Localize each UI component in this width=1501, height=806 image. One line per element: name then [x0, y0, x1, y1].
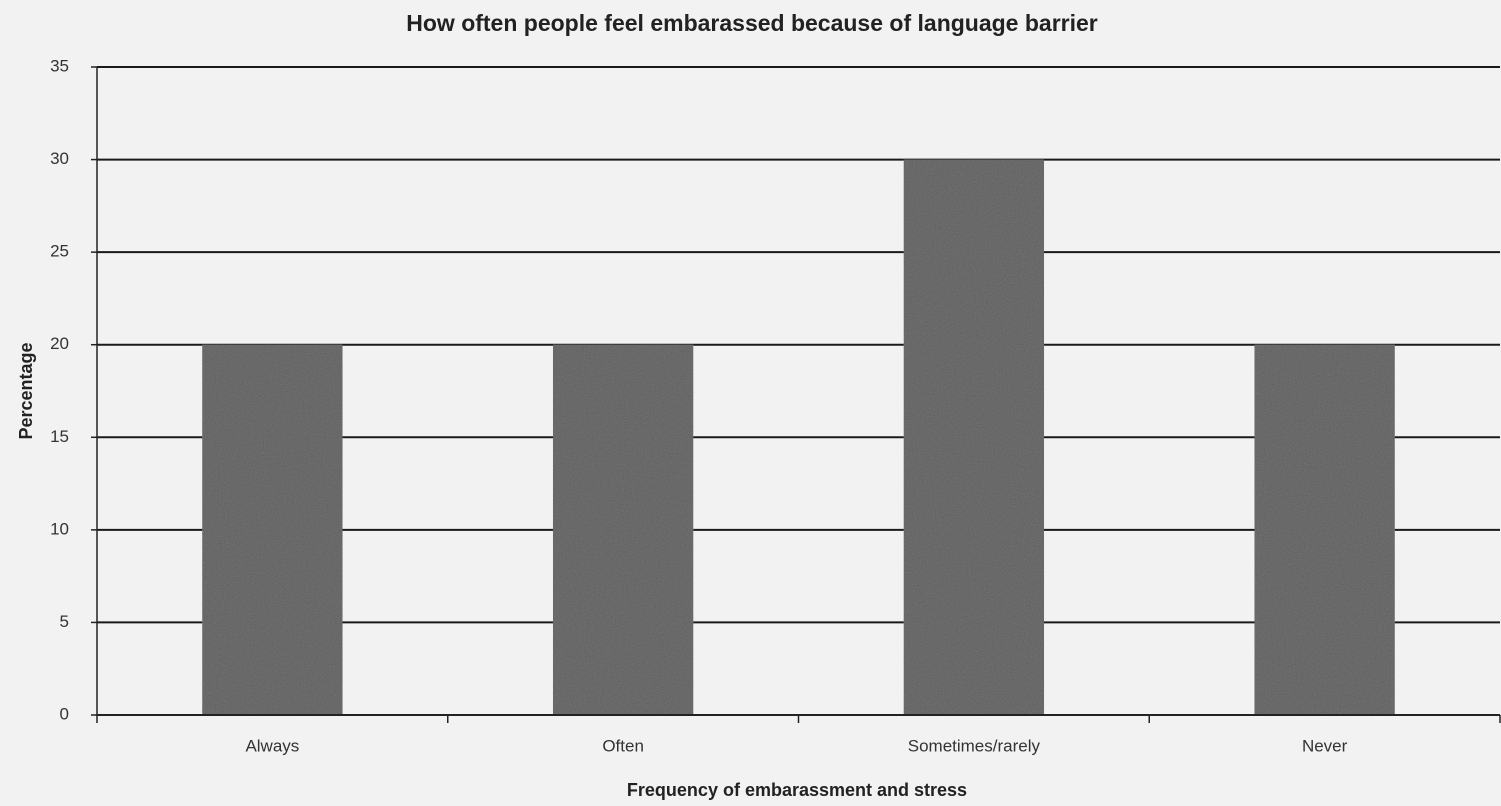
- bar: [1254, 344, 1395, 715]
- x-tick-label: Sometimes/rarely: [908, 736, 1041, 755]
- y-tick-label: 30: [50, 149, 69, 168]
- axes: 0 5 10 15 20 25 30 35 Always Often Sometimes/rarel…: [50, 56, 1501, 755]
- bar: [552, 344, 694, 715]
- y-tick-label: 10: [50, 519, 69, 538]
- y-axis-title: Percentage: [16, 342, 36, 439]
- bars: [202, 159, 1395, 716]
- x-tick-label: Never: [1302, 736, 1348, 755]
- chart-title: How often people feel embarassed because…: [406, 10, 1098, 36]
- x-tick-label: Often: [602, 736, 644, 755]
- y-tick-label: 15: [50, 427, 69, 446]
- x-axis-title: Frequency of embarassment and stress: [627, 780, 967, 800]
- y-tick-label: 0: [60, 704, 69, 723]
- bar: [202, 344, 343, 715]
- y-tick-label: 5: [60, 612, 69, 631]
- bar: [903, 159, 1045, 716]
- x-tick-label: Always: [245, 736, 299, 755]
- y-tick-label: 20: [50, 334, 69, 353]
- y-tick-label: 35: [50, 56, 69, 75]
- y-tick-label: 25: [50, 242, 69, 261]
